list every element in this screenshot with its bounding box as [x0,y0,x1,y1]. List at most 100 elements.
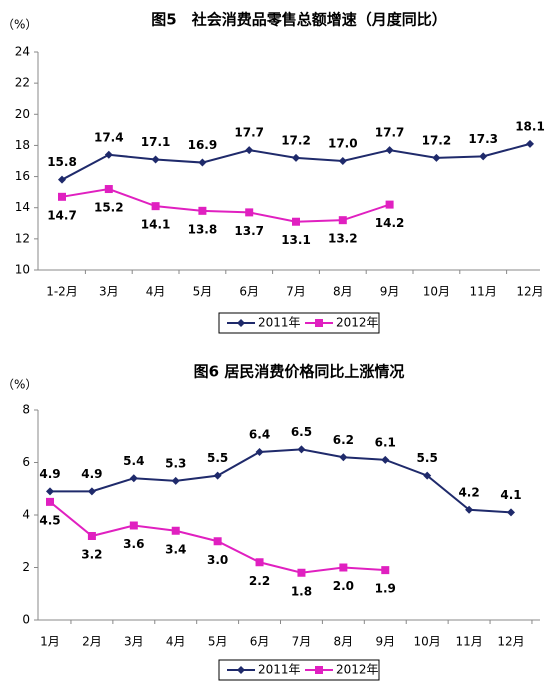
point-marker [129,521,138,530]
data-label: 1.9 [375,582,396,596]
point-marker [255,448,264,456]
point-marker [339,563,348,572]
y-axis-label: （%） [2,18,37,32]
x-tick-label: 1月 [40,635,60,649]
point-marker [338,157,347,165]
x-tick-label: 2月 [82,635,102,649]
point-marker [255,558,264,567]
data-label: 6.2 [333,433,354,447]
legend-label: 2012年 [336,663,379,677]
data-label: 17.3 [468,132,498,146]
point-marker [315,319,323,327]
data-label: 3.2 [81,548,102,562]
data-label: 3.4 [165,542,186,556]
y-tick-label: 12 [15,231,30,245]
point-marker [46,487,54,496]
point-marker [237,319,245,327]
data-label: 4.1 [500,488,521,502]
point-marker [385,146,394,155]
point-marker [338,216,347,225]
data-label: 13.8 [188,222,218,236]
point-marker [385,200,394,209]
data-label: 15.2 [94,201,124,215]
point-marker [213,537,222,546]
point-marker [479,152,488,161]
x-tick-label: 4月 [166,635,186,649]
data-label: 4.5 [39,513,60,527]
x-tick-label: 11月 [470,285,497,299]
x-tick-label: 12月 [516,285,543,299]
data-label: 1.8 [291,584,312,598]
point-marker [58,192,66,201]
point-marker [297,568,306,577]
data-label: 14.7 [47,208,77,222]
legend-label: 2012年 [336,316,379,330]
series-line [50,448,512,514]
point-marker [432,153,441,162]
y-tick-label: 8 [22,403,30,417]
series-line [61,187,390,223]
y-tick-label: 2 [22,560,30,574]
point-marker [245,146,254,155]
x-tick-label: 9月 [380,285,400,299]
data-label: 5.4 [123,454,144,468]
data-label: 13.2 [328,232,358,246]
point-marker [237,666,245,674]
legend-label: 2011年 [258,663,301,677]
x-tick-label: 5月 [208,635,228,649]
data-label: 6.4 [249,428,270,442]
data-label: 5.5 [417,451,438,465]
data-label: 2.2 [249,574,270,588]
chart-title: 图5 社会消费品零售总额增速（月度同比） [151,11,446,29]
y-tick-label: 18 [15,138,30,152]
x-tick-label: 5月 [193,285,213,299]
x-tick-label: 10月 [414,635,441,649]
point-marker [46,497,54,506]
point-marker [526,139,534,148]
legend-label: 2011年 [258,316,301,330]
x-tick-label: 11月 [455,635,482,649]
legend-box [218,659,380,681]
data-label: 16.9 [188,138,218,152]
data-label: 3.6 [123,537,144,551]
point-marker [104,185,113,194]
x-tick-label: 10月 [423,285,450,299]
data-label: 17.7 [234,126,264,140]
x-tick-label: 8月 [334,635,354,649]
x-tick-label: 12月 [497,635,524,649]
y-tick-label: 6 [22,455,30,469]
point-marker [245,208,254,217]
data-label: 14.2 [375,216,405,230]
point-marker [213,471,222,480]
point-marker [129,474,138,483]
point-marker [292,217,300,226]
data-label: 14.1 [141,218,171,232]
data-label: 6.1 [375,435,396,449]
data-label: 17.1 [141,135,171,149]
point-marker [465,505,474,514]
x-tick-label: 1-2月 [46,285,78,299]
data-label: 18.1 [515,119,545,133]
point-marker [381,566,390,575]
legend-box [218,312,380,334]
point-marker [104,150,113,159]
data-label: 13.1 [281,233,311,247]
point-marker [58,175,66,184]
point-marker [423,471,432,480]
x-tick-label: 3月 [124,635,144,649]
y-tick-label: 24 [15,45,30,59]
data-label: 17.7 [375,126,405,140]
data-label: 15.8 [47,155,77,169]
data-label: 5.3 [165,456,186,470]
data-label: 4.9 [39,467,60,481]
y-tick-label: 20 [15,107,30,121]
x-tick-label: 4月 [146,285,166,299]
x-tick-label: 6月 [250,635,270,649]
y-tick-label: 4 [22,508,30,522]
point-marker [151,202,160,211]
data-label: 17.2 [422,133,452,147]
data-label: 13.7 [234,224,264,238]
y-axis-label: （%） [2,378,37,392]
point-marker [297,445,306,454]
